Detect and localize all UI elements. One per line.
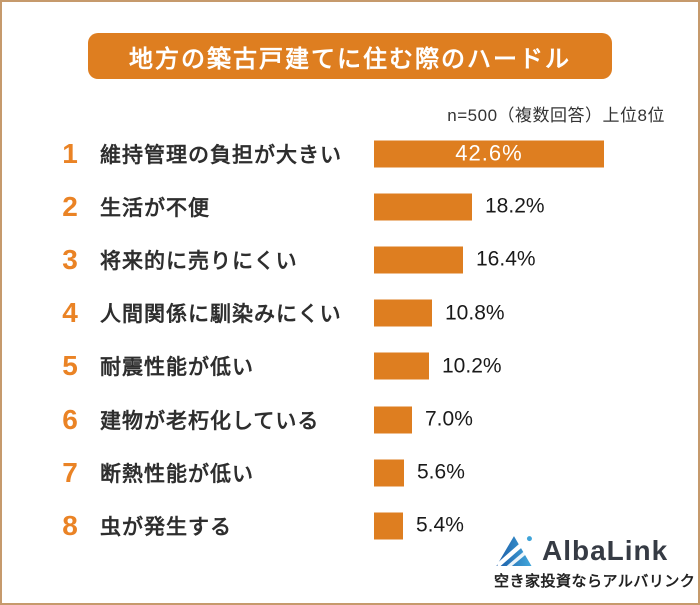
category-label: 生活が不便 (100, 196, 210, 220)
bar: 18.2% (374, 193, 545, 221)
value-label: 5.4% (416, 513, 464, 537)
mountain-swoosh-icon (494, 534, 536, 567)
chart-row: 2 生活が不便 18.2% (2, 180, 698, 233)
bar: 10.8% (374, 299, 505, 327)
rank-number: 7 (62, 456, 78, 488)
chart-row: 4 人間関係に馴染みにくい 10.8% (2, 287, 698, 340)
bar-chart: 1 維持管理の負担が大きい 42.6% 2 生活が不便 18.2% 3 将来的に… (2, 127, 698, 553)
value-label: 42.6% (455, 140, 523, 166)
category-label: 建物が老朽化している (100, 409, 320, 433)
logo-wordmark: AlbaLink (542, 534, 669, 566)
logo-tagline: 空き家投資ならアルバリンク (494, 573, 696, 590)
rank-number: 6 (62, 403, 78, 435)
bar: 16.4% (374, 246, 536, 274)
value-label: 5.6% (417, 460, 465, 484)
chart-row: 8 虫が発生する 5.4% (2, 499, 698, 552)
rank-number: 4 (62, 297, 78, 329)
value-label: 16.4% (476, 247, 536, 271)
rank-number: 1 (62, 137, 78, 169)
bar: 10.2% (374, 352, 502, 380)
value-label: 10.2% (442, 354, 502, 378)
value-label: 7.0% (425, 407, 473, 431)
chart-row: 1 維持管理の負担が大きい 42.6% (2, 127, 698, 180)
chart-title-text: 地方の築古戸建てに住む際のハードル (129, 45, 571, 73)
albalink-logo: AlbaLink 空き家投資ならアルバリンク (494, 534, 696, 591)
rank-number: 5 (62, 350, 78, 382)
category-label: 維持管理の負担が大きい (100, 143, 342, 167)
chart-row: 5 耐震性能が低い 10.2% (2, 340, 698, 393)
bar: 5.6% (374, 459, 465, 487)
bar: 5.4% (374, 512, 464, 540)
logo-row: AlbaLink (494, 534, 680, 567)
category-label: 人間関係に馴染みにくい (100, 303, 342, 327)
chart-row: 7 断熱性能が低い 5.6% (2, 446, 698, 499)
value-label: 10.8% (445, 301, 505, 325)
rank-number: 3 (62, 243, 78, 275)
category-label: 虫が発生する (100, 515, 232, 539)
rank-number: 8 (62, 509, 78, 541)
sample-size-note: n=500（複数回答）上位8位 (447, 106, 665, 125)
chart-row: 3 将来的に売りにくい 16.4% (2, 233, 698, 286)
chart-title: 地方の築古戸建てに住む際のハードル (88, 33, 612, 79)
bar: 42.6% (374, 140, 604, 168)
category-label: 断熱性能が低い (100, 462, 254, 486)
category-label: 将来的に売りにくい (100, 249, 298, 273)
value-label: 18.2% (485, 194, 545, 218)
rank-number: 2 (62, 190, 78, 222)
chart-row: 6 建物が老朽化している 7.0% (2, 393, 698, 446)
bar: 7.0% (374, 406, 473, 434)
category-label: 耐震性能が低い (100, 356, 254, 380)
